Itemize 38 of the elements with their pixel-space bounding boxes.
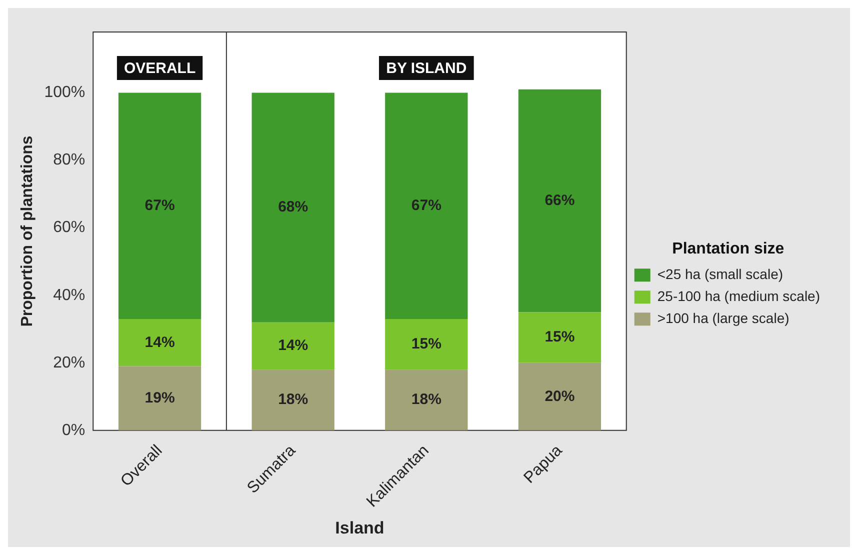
bar [118, 92, 202, 319]
legend-label: <25 ha (small scale) [657, 266, 784, 282]
y-tick-label: 60% [53, 219, 86, 236]
annotation: OVERALL [124, 60, 196, 78]
data-label: 18% [411, 391, 442, 408]
data-label: 18% [278, 391, 308, 408]
data-label: 14% [144, 334, 175, 351]
legend-label: 25-100 ha (medium scale) [657, 288, 820, 304]
bar [518, 362, 602, 430]
data-label: 20% [544, 388, 575, 405]
bar [252, 92, 334, 322]
annotation: BY ISLAND [386, 60, 467, 78]
bar [518, 89, 602, 312]
data-label: 14% [278, 337, 308, 354]
bar [252, 322, 334, 370]
bar [252, 370, 334, 430]
y-tick-label: 100% [44, 84, 86, 102]
data-label: 68% [278, 198, 308, 216]
bar [118, 319, 202, 366]
y-tick-label: 40% [53, 286, 86, 304]
data-label: 66% [544, 192, 575, 209]
data-label: 15% [411, 335, 442, 352]
y-tick-label: 0% [62, 422, 86, 439]
bar [385, 92, 468, 319]
x-axis-title: Island [335, 518, 384, 538]
bar [518, 312, 602, 363]
y-tick-label: 20% [53, 354, 86, 372]
legend-label: >100 ha (large scale) [657, 310, 790, 326]
legend-title: Plantation size [672, 240, 784, 258]
bar [118, 366, 202, 430]
data-label: 67% [411, 197, 442, 214]
data-label: 19% [144, 389, 175, 406]
bar [385, 319, 468, 370]
data-label: 67% [144, 197, 175, 214]
y-tick-label: 80% [53, 152, 86, 169]
y-axis-title: Proportion of plantations [19, 136, 36, 327]
bar [385, 370, 468, 430]
data-label: 15% [544, 328, 575, 346]
